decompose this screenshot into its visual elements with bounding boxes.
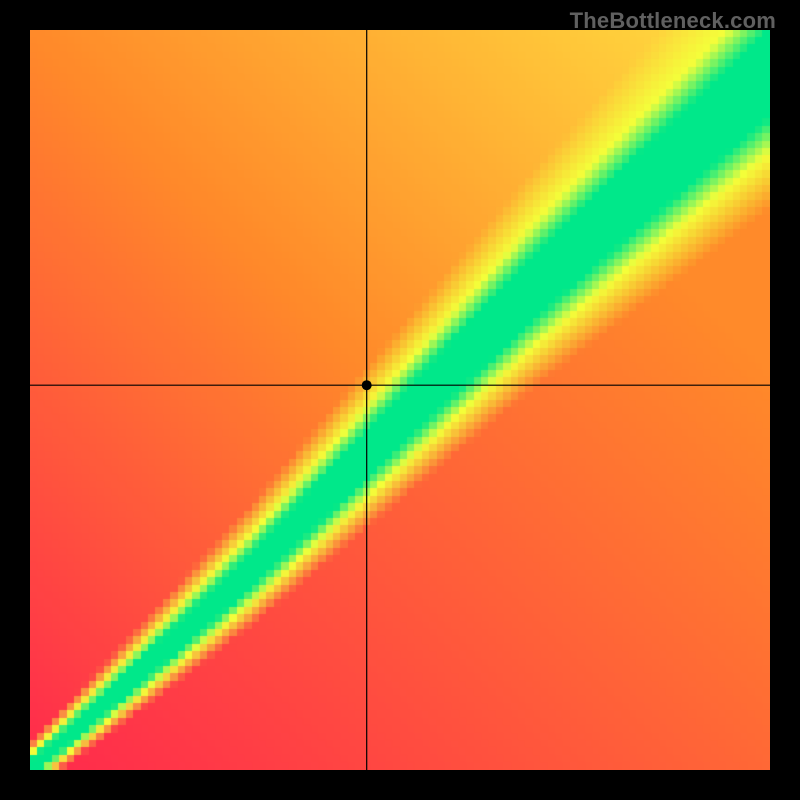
heatmap-canvas — [30, 30, 770, 770]
watermark-text: TheBottleneck.com — [570, 8, 776, 34]
chart-container: { "source_watermark": "TheBottleneck.com… — [0, 0, 800, 800]
